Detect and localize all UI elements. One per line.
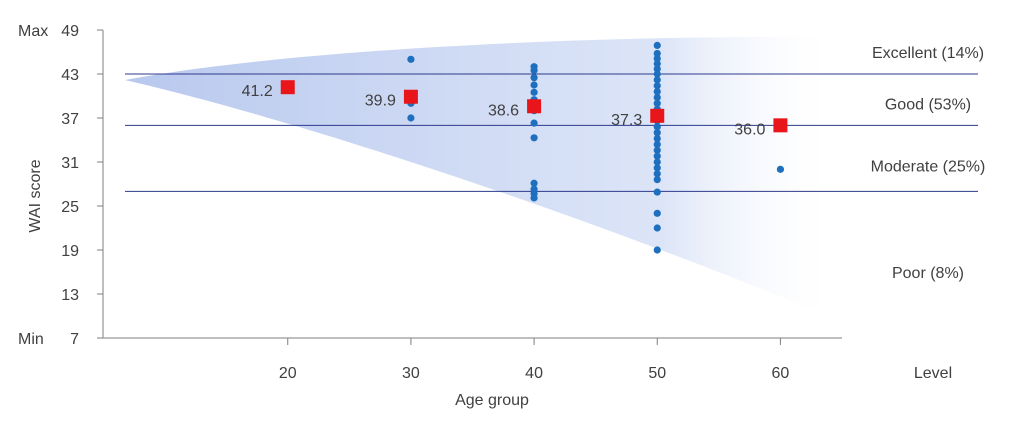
y-tick-prefix: Max [18, 23, 48, 40]
level-label: Moderate (25%) [871, 159, 986, 176]
x-tick-label: 30 [402, 365, 420, 382]
individual-score-point [653, 164, 661, 172]
y-tick-label: 25 [61, 199, 79, 216]
individual-score-point [653, 93, 661, 102]
individual-score-point [653, 129, 661, 137]
individual-score-point [653, 123, 661, 131]
mean-score-marker [527, 99, 542, 114]
y-tick-label: 43 [61, 67, 79, 84]
y-tick-label: 31 [61, 155, 79, 172]
level-label: Poor (8%) [892, 265, 964, 282]
y-tick-label: 19 [61, 243, 79, 260]
x-tick-label: 40 [525, 365, 543, 382]
individual-score-point [530, 88, 538, 96]
individual-score-point [530, 179, 538, 187]
individual-score-point [530, 74, 538, 82]
x-axis-label: Age group [455, 392, 529, 409]
y-tick-label: 7 [70, 331, 79, 348]
y-tick-prefix: Min [18, 331, 44, 348]
individual-score-point [653, 176, 661, 184]
mean-score-label: 39.9 [365, 93, 396, 110]
mean-score-label: 41.2 [242, 83, 273, 100]
level-label: Excellent (14%) [872, 45, 984, 62]
individual-score-point [530, 81, 538, 89]
y-axis-label: WAI score [27, 159, 44, 232]
individual-score-point [653, 41, 661, 50]
individual-score-point [653, 188, 661, 196]
individual-score-point [653, 88, 661, 96]
mean-score-marker [773, 118, 788, 133]
individual-score-point [530, 119, 538, 127]
individual-score-point [653, 55, 661, 63]
mean-score-marker [650, 108, 665, 123]
mean-score-label: 36.0 [734, 121, 765, 138]
x-tick-label: 50 [648, 365, 666, 382]
individual-score-point [407, 114, 415, 122]
individual-score-point [653, 246, 661, 254]
individual-score-point [653, 152, 661, 160]
y-tick-label: 13 [61, 287, 79, 304]
y-tick-label: 37 [61, 111, 79, 128]
mean-score-label: 37.3 [611, 112, 642, 129]
trend-band [125, 36, 842, 322]
individual-score-point [653, 82, 661, 90]
individual-score-point [407, 55, 415, 63]
individual-score-point [653, 60, 661, 68]
individual-score-point [653, 209, 661, 217]
individual-score-point [653, 158, 661, 166]
individual-score-point [653, 224, 661, 232]
individual-score-point [653, 146, 661, 154]
x-tick-label: 60 [772, 365, 790, 382]
individual-score-point [530, 66, 538, 74]
individual-score-point [653, 170, 661, 178]
individual-score-point [530, 134, 538, 142]
individual-score-point [653, 76, 661, 84]
individual-score-point [653, 49, 661, 58]
individual-score-point [653, 99, 661, 107]
x-tick-label: 20 [279, 365, 297, 382]
level-label: Good (53%) [885, 96, 971, 113]
mean-score-marker [280, 80, 295, 95]
y-tick-label: 49 [61, 23, 79, 40]
mean-score-label: 38.6 [488, 102, 519, 119]
level-header: Level [914, 365, 952, 382]
individual-score-point [653, 134, 661, 143]
individual-score-point [653, 65, 661, 73]
individual-score-point [530, 194, 538, 202]
mean-score-marker [403, 89, 418, 104]
individual-score-point [776, 165, 785, 173]
individual-score-point [653, 140, 661, 148]
individual-score-point [653, 70, 661, 78]
